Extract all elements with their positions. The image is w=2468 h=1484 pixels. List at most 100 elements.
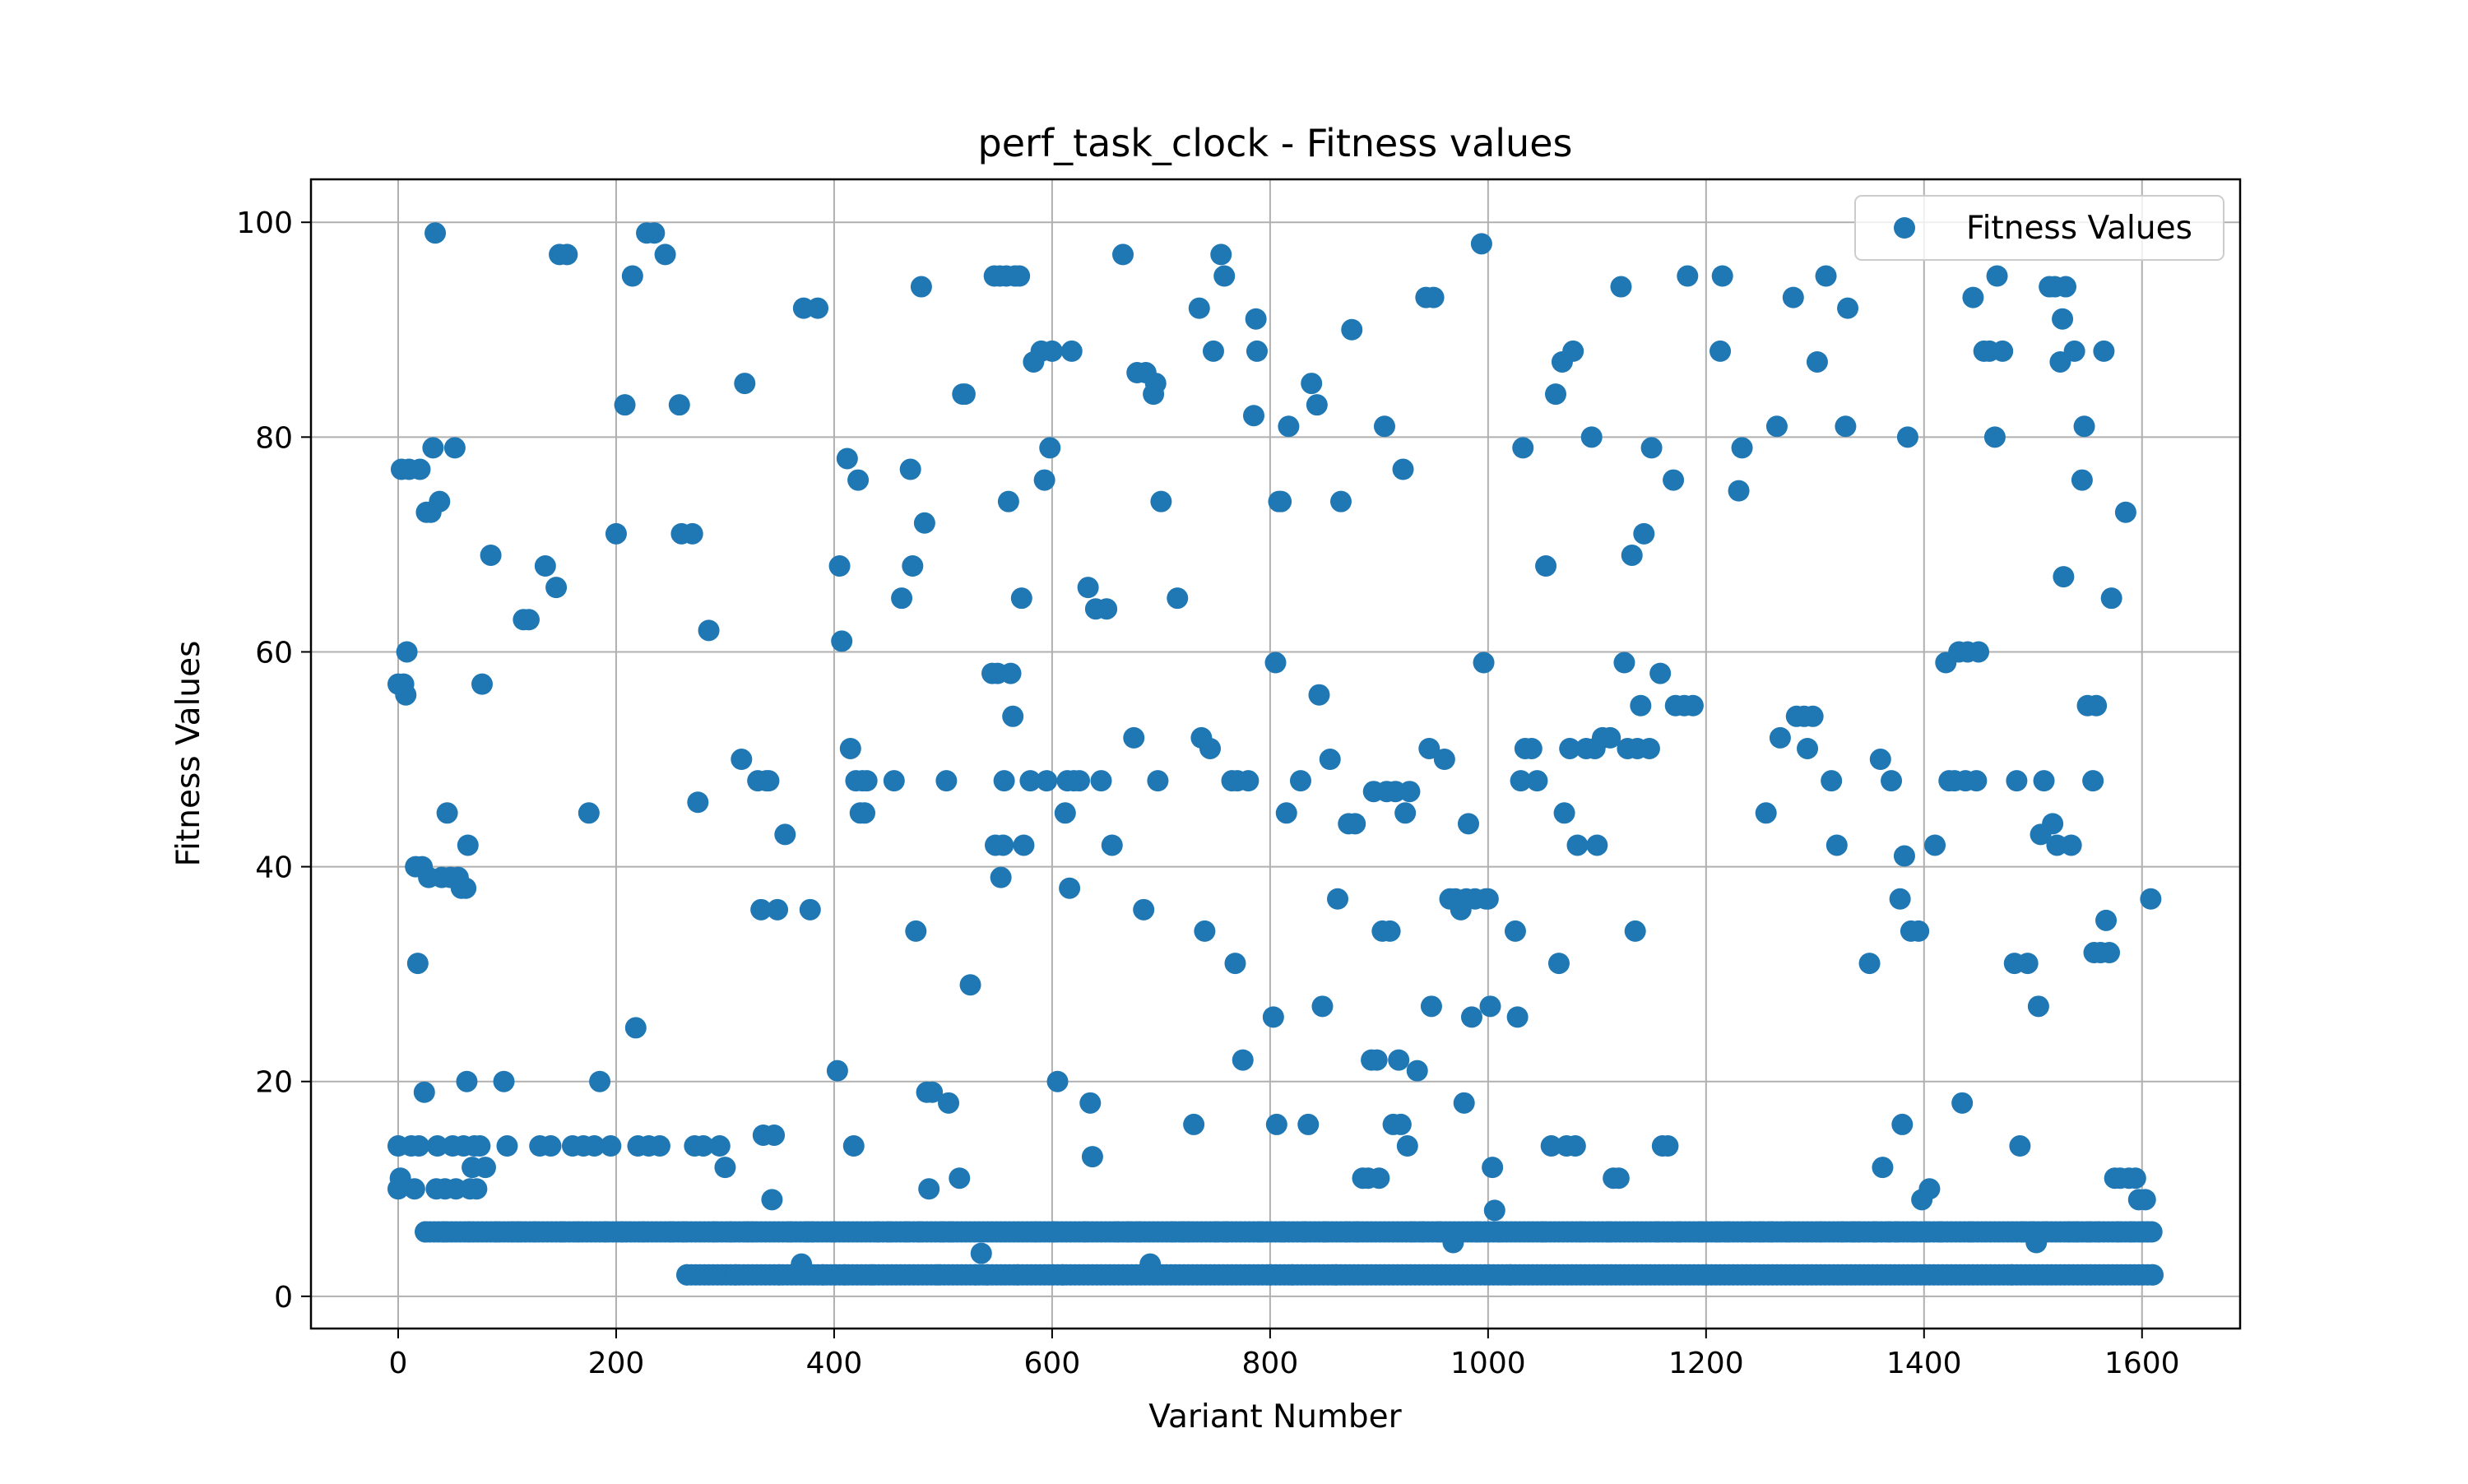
data-point bbox=[2053, 566, 2075, 588]
data-point bbox=[2006, 770, 2028, 792]
data-point bbox=[1019, 770, 1041, 792]
data-point bbox=[1010, 587, 1032, 610]
data-point bbox=[1324, 1264, 1347, 1286]
data-point bbox=[839, 737, 861, 759]
data-point bbox=[1562, 340, 1584, 362]
data-point bbox=[614, 394, 636, 416]
y-tick-label: 40 bbox=[255, 851, 293, 885]
data-point bbox=[1580, 426, 1603, 448]
data-point bbox=[605, 522, 627, 545]
data-point bbox=[1144, 373, 1167, 395]
data-point bbox=[1547, 953, 1570, 975]
data-point bbox=[949, 1167, 971, 1190]
data-point bbox=[1259, 1264, 1281, 1286]
data-point bbox=[1646, 1221, 1668, 1243]
data-point bbox=[1366, 1049, 1388, 1071]
plot-frame bbox=[309, 178, 2242, 1330]
data-point bbox=[910, 276, 932, 298]
data-point bbox=[1329, 490, 1352, 512]
data-point bbox=[1711, 265, 1733, 287]
data-point bbox=[1532, 1221, 1554, 1243]
data-point bbox=[396, 641, 418, 663]
data-point bbox=[643, 222, 666, 244]
data-point bbox=[1630, 694, 1652, 716]
data-point bbox=[1755, 802, 1777, 824]
data-point bbox=[408, 1135, 430, 1157]
data-point bbox=[1638, 737, 1660, 759]
data-point bbox=[1373, 415, 1395, 438]
data-point bbox=[474, 1157, 496, 1179]
data-point bbox=[768, 1264, 791, 1286]
data-point bbox=[1559, 737, 1581, 759]
data-point bbox=[1479, 995, 1501, 1018]
data-point bbox=[2100, 587, 2122, 610]
data-point bbox=[1278, 415, 1300, 438]
data-point bbox=[1210, 243, 1232, 266]
data-point bbox=[1512, 437, 1534, 459]
data-point bbox=[1232, 1049, 1254, 1071]
data-point bbox=[1908, 920, 1930, 942]
data-point bbox=[1167, 587, 1189, 610]
data-point bbox=[1809, 1221, 1831, 1243]
data-point bbox=[779, 1221, 801, 1243]
data-point bbox=[992, 834, 1014, 856]
data-point bbox=[1624, 920, 1646, 942]
data-point bbox=[550, 1221, 573, 1243]
data-point bbox=[1090, 770, 1112, 792]
data-point bbox=[938, 1092, 960, 1114]
data-point bbox=[1301, 373, 1323, 395]
data-point bbox=[1224, 953, 1246, 975]
data-point bbox=[1951, 1092, 1974, 1114]
data-point bbox=[799, 898, 821, 921]
data-point bbox=[424, 222, 447, 244]
data-point bbox=[633, 1221, 655, 1243]
data-point bbox=[2009, 1135, 2031, 1157]
data-point bbox=[1488, 1221, 1510, 1243]
data-point bbox=[1668, 1221, 1690, 1243]
data-point bbox=[1074, 1221, 1096, 1243]
data-point bbox=[1566, 834, 1589, 856]
data-point bbox=[1761, 1221, 1783, 1243]
data-point bbox=[2000, 1264, 2022, 1286]
data-point bbox=[1033, 469, 1055, 491]
data-point bbox=[774, 823, 796, 846]
data-point bbox=[1682, 694, 1704, 716]
data-point bbox=[422, 437, 444, 459]
x-tick-label: 1000 bbox=[1450, 1347, 1526, 1380]
data-point bbox=[517, 609, 540, 631]
data-point bbox=[1520, 737, 1542, 759]
data-point bbox=[1649, 662, 1672, 684]
data-point bbox=[2124, 1167, 2146, 1190]
data-point bbox=[1848, 1221, 1870, 1243]
y-tick-label: 20 bbox=[255, 1066, 293, 1100]
data-point bbox=[990, 866, 1012, 888]
data-point bbox=[2016, 953, 2039, 975]
data-point bbox=[1188, 297, 1210, 319]
data-point bbox=[1797, 737, 1819, 759]
data-point bbox=[1036, 770, 1058, 792]
data-point bbox=[1344, 813, 1366, 835]
data-point bbox=[2033, 770, 2055, 792]
data-point bbox=[692, 1135, 714, 1157]
data-point bbox=[1139, 1253, 1162, 1275]
data-point bbox=[594, 1221, 616, 1243]
data-point bbox=[1308, 684, 1330, 706]
data-point bbox=[2042, 813, 2064, 835]
data-point bbox=[1564, 1135, 1586, 1157]
data-point bbox=[1096, 598, 1118, 620]
legend-box bbox=[1854, 195, 2224, 261]
data-point bbox=[1272, 1221, 1294, 1243]
data-point bbox=[1265, 1113, 1287, 1135]
data-point bbox=[1633, 522, 1655, 545]
data-point bbox=[406, 953, 429, 975]
data-point bbox=[913, 512, 935, 534]
data-point bbox=[1891, 1113, 1914, 1135]
data-point bbox=[1319, 749, 1341, 771]
data-point bbox=[831, 630, 853, 652]
data-point bbox=[1039, 437, 1061, 459]
x-tick-label: 0 bbox=[389, 1347, 408, 1380]
data-point bbox=[1896, 426, 1918, 448]
data-point bbox=[1466, 1221, 1488, 1243]
data-point bbox=[926, 1264, 949, 1286]
legend-marker bbox=[1894, 217, 1915, 239]
